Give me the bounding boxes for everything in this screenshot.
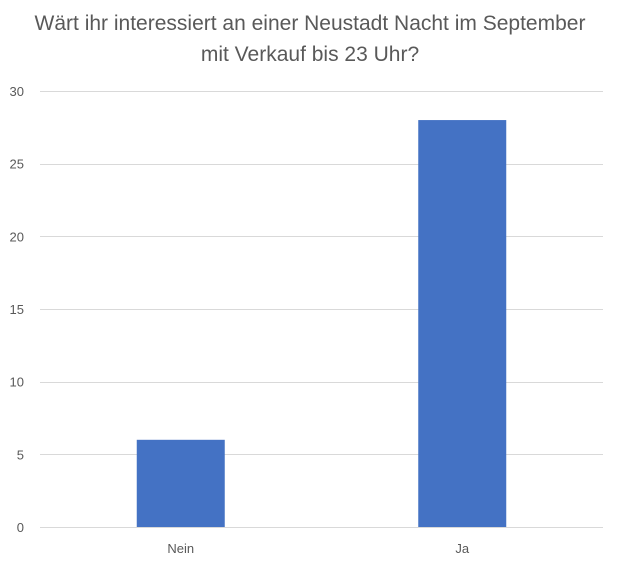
x-tick-label: Ja [455, 541, 470, 556]
y-tick-label: 0 [17, 520, 24, 535]
x-axis: Nein Ja [167, 541, 470, 556]
y-tick-label: 10 [10, 375, 24, 390]
y-tick-label: 25 [10, 157, 24, 172]
x-tick-label: Nein [167, 541, 194, 556]
bar-ja [418, 120, 507, 528]
bars [136, 120, 507, 528]
chart-title: Wärt ihr interessiert an einer Neustadt … [34, 12, 586, 66]
y-tick-label: 30 [10, 84, 24, 99]
bar-nein [136, 439, 225, 527]
y-axis: 0 5 10 15 20 25 30 [10, 84, 24, 535]
y-tick-label: 15 [10, 302, 24, 317]
gridlines [40, 91, 603, 528]
y-tick-label: 5 [17, 447, 24, 462]
y-tick-label: 20 [10, 229, 24, 244]
